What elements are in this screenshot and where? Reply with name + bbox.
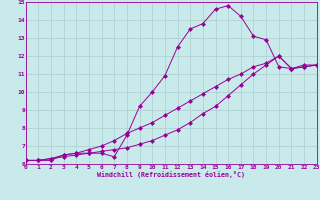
- X-axis label: Windchill (Refroidissement éolien,°C): Windchill (Refroidissement éolien,°C): [97, 171, 245, 178]
